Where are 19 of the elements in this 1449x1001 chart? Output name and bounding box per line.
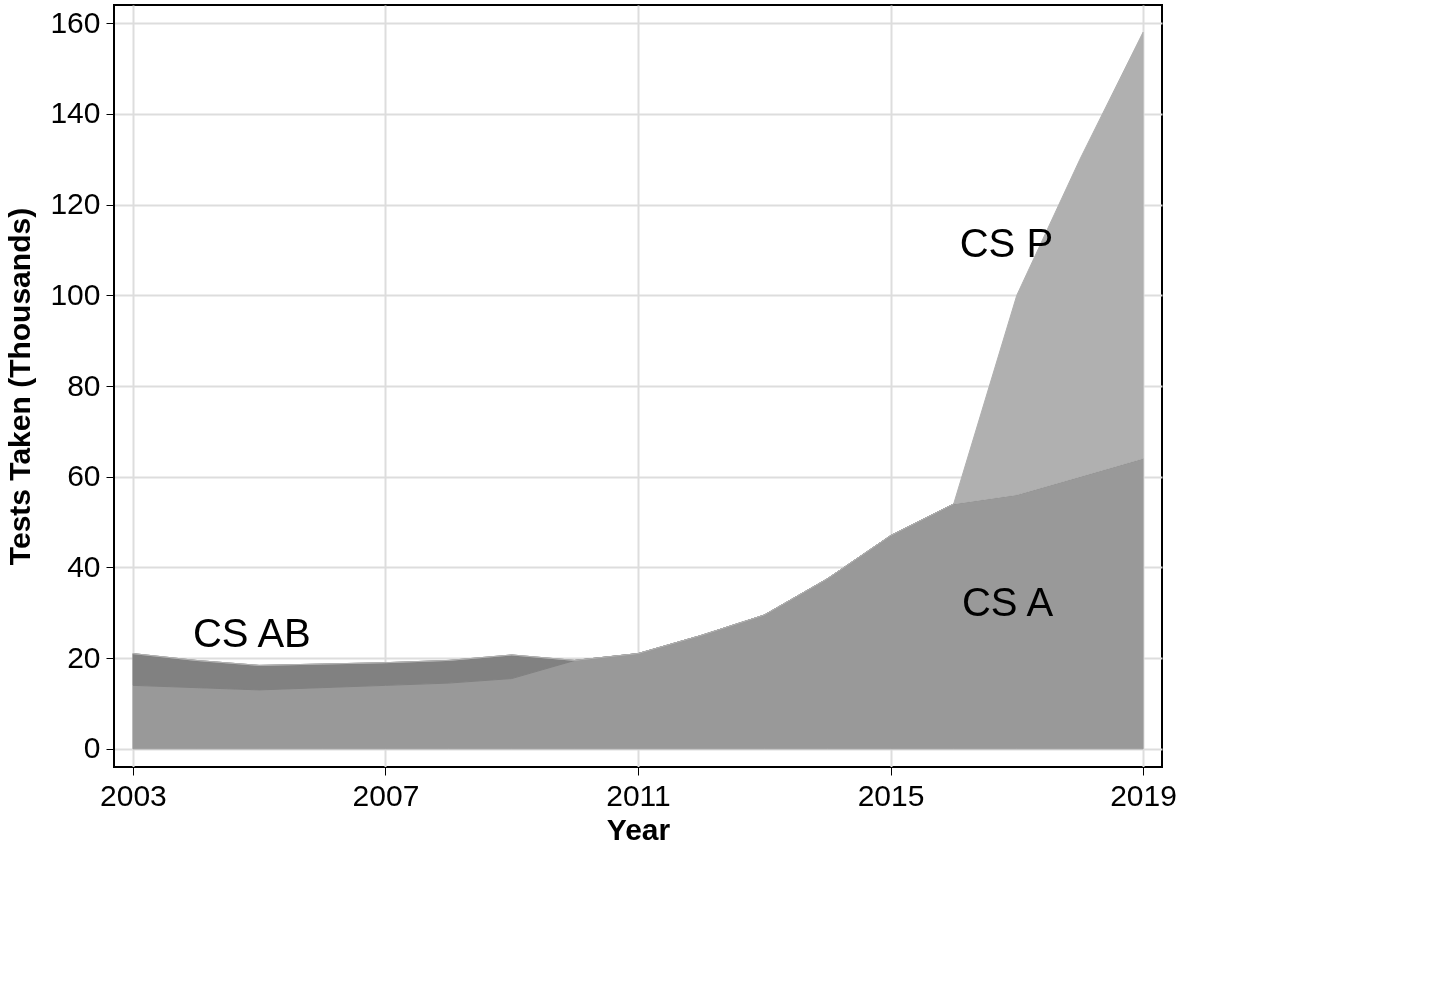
y-tick-label: 40	[67, 549, 101, 583]
series-label: CS AB	[192, 611, 311, 656]
x-tick-label: 2015	[857, 778, 925, 812]
y-tick-label: 0	[83, 731, 101, 765]
y-tick-label: 80	[67, 368, 101, 402]
x-axis-title: Year	[606, 812, 671, 846]
x-tick-label: 2003	[100, 778, 167, 812]
x-tick-label: 2011	[606, 778, 671, 812]
y-tick-label: 20	[67, 640, 101, 674]
y-tick-label: 60	[67, 459, 101, 493]
x-tick-label: 2007	[352, 778, 420, 812]
x-tick-label: 2019	[1110, 778, 1177, 812]
y-axis-title: Tests Taken (Thousands)	[3, 207, 37, 566]
y-tick-label: 120	[50, 187, 101, 221]
series-label: CS A	[961, 579, 1054, 624]
series-label: CS P	[959, 221, 1054, 266]
y-tick-label: 140	[50, 96, 101, 130]
y-tick-label: 160	[50, 5, 101, 39]
y-tick-label: 100	[50, 277, 101, 311]
